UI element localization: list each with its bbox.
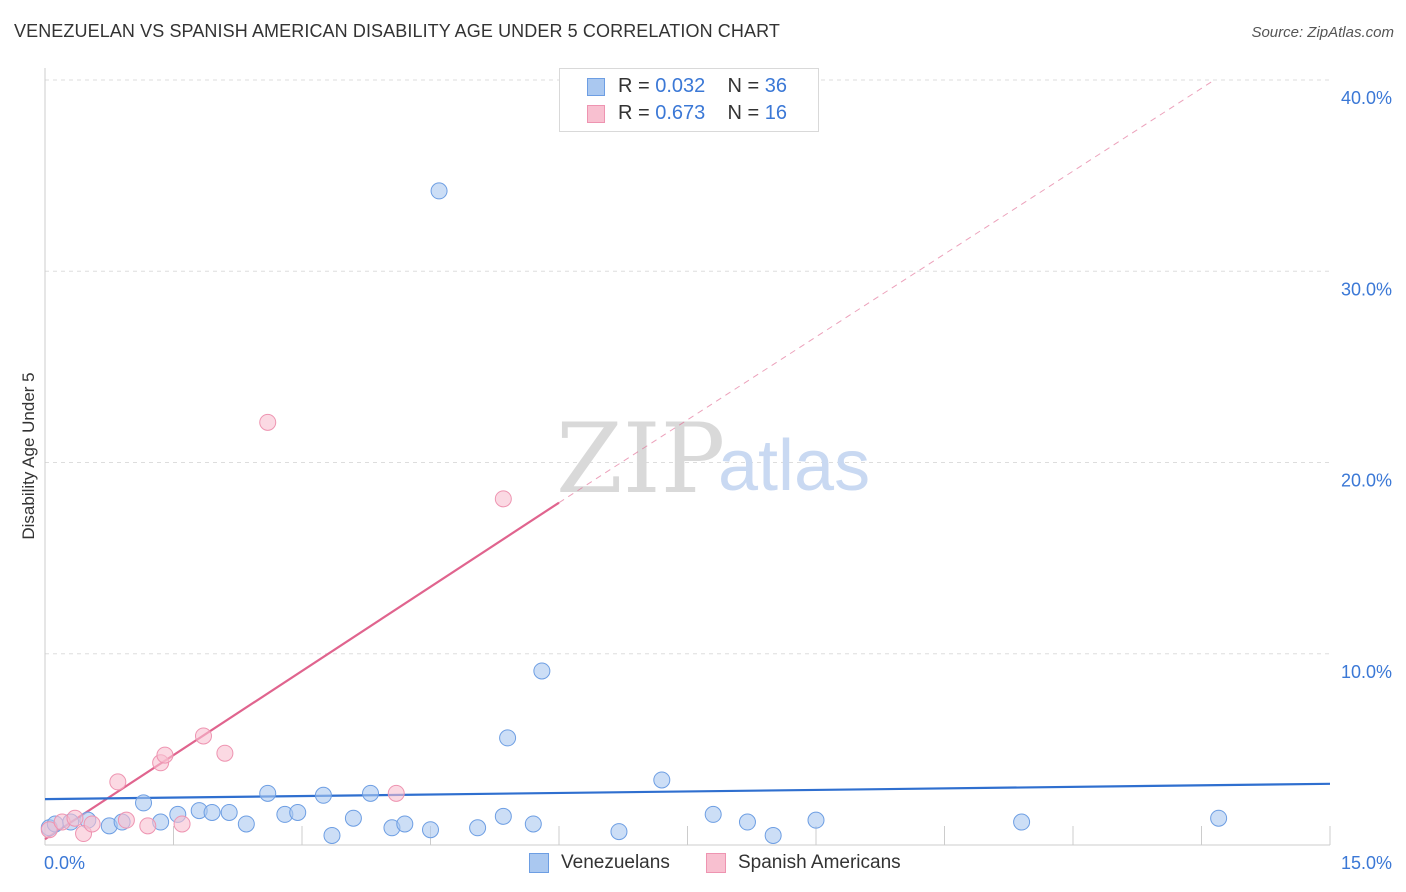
venezuelans-point (704, 805, 722, 823)
venezuelans-trend-line (44, 782, 1331, 801)
spanish-americans-point (117, 811, 135, 829)
venezuelans-point (430, 182, 448, 200)
venezuelans-point (610, 823, 628, 841)
y-tick-label: 10.0% (1341, 662, 1392, 682)
venezuelans-point (533, 662, 551, 680)
spanish-americans-point (139, 817, 157, 835)
spanish-americans-trend-extension (558, 79, 1215, 504)
r-value: 0.673 (655, 102, 706, 124)
venezuelans-point (135, 794, 153, 812)
legend-swatch-pink (587, 105, 605, 123)
venezuelans-point (422, 821, 439, 839)
venezuelans-point (764, 826, 782, 844)
venezuelans-point (237, 815, 255, 833)
axis-layer: 0.0% 15.0% Disability Age Under 5 10.0% 2… (19, 68, 1392, 873)
watermark-zip: ZIP (556, 403, 725, 515)
r-label: R = (618, 102, 650, 124)
spanish-americans-point (66, 809, 84, 827)
spanish-americans-point (109, 773, 127, 791)
watermark: ZIP atlas (556, 403, 870, 515)
venezuelans-point (524, 815, 542, 833)
venezuelans-point (203, 803, 221, 821)
legend-label: Spanish Americans (738, 852, 901, 873)
venezuelans-point (1013, 813, 1031, 831)
source-credit: Source: ZipAtlas.com (1251, 24, 1394, 41)
legend-swatch-pink (706, 853, 726, 873)
r-value: 0.032 (655, 75, 706, 97)
points-layer (40, 182, 1228, 844)
n-value: 16 (764, 102, 788, 124)
legend-label: Venezuelans (561, 852, 670, 873)
watermark-atlas: atlas (718, 426, 870, 506)
venezuelans-point (396, 815, 414, 833)
spanish-americans-point (387, 784, 405, 802)
spanish-americans-point (194, 727, 212, 745)
x-tick-label-max: 15.0% (1341, 853, 1392, 873)
venezuelans-point (220, 803, 238, 821)
venezuelans-point (314, 786, 332, 804)
spanish-americans-point (40, 821, 58, 839)
spanish-americans-point (83, 815, 101, 833)
grid-layer (45, 79, 1330, 655)
venezuelans-point (259, 784, 277, 802)
y-tick-label: 40.0% (1341, 88, 1392, 108)
trend-layer (44, 79, 1331, 841)
venezuelans-point (289, 803, 307, 821)
n-label: N = (727, 102, 760, 124)
stats-text: R = 0.032 N = 36 (618, 75, 787, 98)
legend-swatch-blue (529, 853, 549, 873)
n-value: 36 (764, 75, 788, 97)
legend-swatch-blue (587, 78, 605, 96)
venezuelans-point (1210, 809, 1228, 827)
venezuelans-point (362, 784, 380, 802)
venezuelans-point (344, 809, 362, 827)
spanish-americans-point (259, 413, 277, 431)
venezuelans-point (807, 811, 825, 829)
chart-title: VENEZUELAN VS SPANISH AMERICAN DISABILIT… (14, 21, 780, 41)
spanish-americans-point (156, 746, 174, 764)
venezuelans-point (494, 807, 512, 825)
venezuelans-point (323, 826, 341, 844)
stats-text: R = 0.673 N = 16 (618, 102, 787, 125)
y-tick-label: 20.0% (1341, 471, 1392, 491)
venezuelans-point (499, 729, 517, 747)
venezuelans-point (469, 819, 487, 837)
venezuelans-point (653, 771, 671, 789)
stats-legend: R = 0.032 N = 36 R = 0.673 N = 16 (559, 68, 819, 132)
spanish-americans-point (216, 744, 234, 762)
y-tick-label: 30.0% (1341, 279, 1392, 299)
spanish-americans-point (173, 815, 191, 833)
r-label: R = (618, 75, 650, 97)
x-tick-label-min: 0.0% (44, 853, 85, 873)
y-axis-label: Disability Age Under 5 (19, 372, 38, 539)
spanish-americans-trend-line (44, 501, 560, 841)
n-label: N = (727, 75, 760, 97)
venezuelans-point (738, 813, 756, 831)
spanish-americans-point (494, 490, 512, 508)
